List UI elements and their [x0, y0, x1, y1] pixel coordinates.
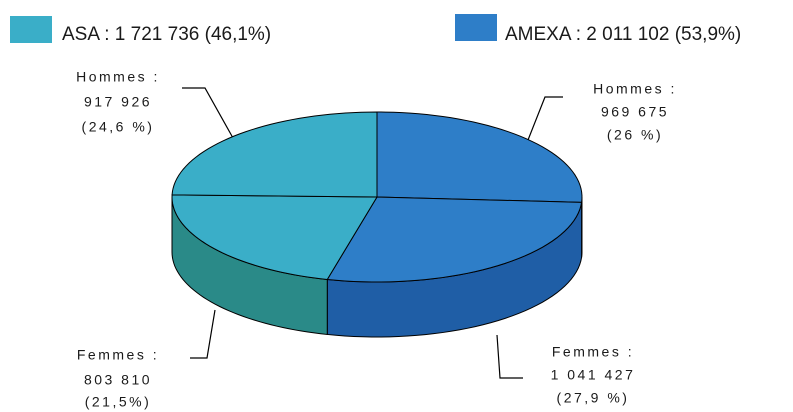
- slice: [171, 111, 378, 198]
- leader-line: [527, 96, 563, 141]
- slice-label: 917 926: [84, 94, 152, 110]
- leader-line: [496, 334, 523, 379]
- slice-label: 1 041 427: [551, 367, 636, 383]
- leader-line: [190, 309, 216, 359]
- legend-label: AMEXA : 2 011 102 (53,9%): [505, 24, 741, 45]
- legend-swatch: [455, 14, 497, 41]
- slice-label: Hommes :: [76, 69, 160, 85]
- legend-label: ASA : 1 721 736 (46,1%): [62, 24, 271, 45]
- slice: [171, 194, 378, 280]
- slice-label: (26 %): [607, 127, 663, 143]
- slice-label: 803 810: [84, 372, 152, 388]
- slice-label: Femmes :: [77, 347, 159, 363]
- slice-label: Femmes :: [552, 344, 634, 360]
- leader-line: [182, 87, 234, 139]
- slice-label: (24,6 %): [82, 119, 155, 135]
- legend-swatch: [10, 16, 52, 43]
- slice-label: (21,5%): [85, 394, 152, 410]
- slice: [376, 111, 583, 203]
- slice-label: 969 675: [601, 104, 669, 120]
- slice: [326, 196, 583, 283]
- slice-label: (27,9 %): [557, 390, 630, 406]
- slice-label: Hommes :: [593, 81, 677, 97]
